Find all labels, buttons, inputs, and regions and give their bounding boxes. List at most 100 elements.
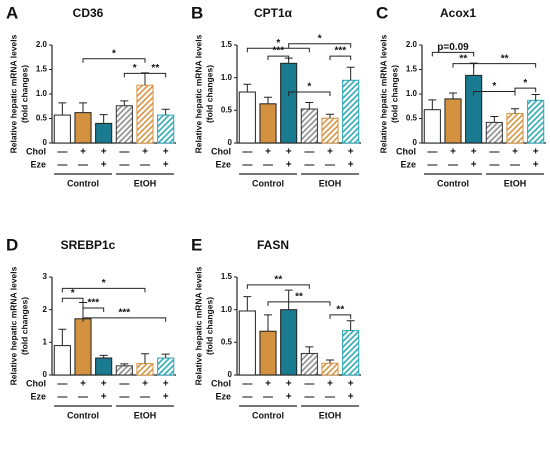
significance-label: * — [523, 78, 527, 89]
significance-bracket — [329, 55, 352, 61]
chol-sign: — — [427, 147, 437, 158]
chol-sign: + — [80, 147, 86, 158]
eze-sign: + — [163, 160, 169, 171]
chol-sign: — — [57, 379, 67, 390]
eze-sign: — — [304, 392, 314, 403]
error-bar — [428, 99, 437, 110]
eze-sign: + — [101, 160, 107, 171]
bar — [280, 309, 298, 376]
y-axis-label: (fold changes) — [19, 297, 29, 355]
panel-title: Acox1 — [440, 6, 476, 20]
eze-sign: — — [304, 160, 314, 171]
y-axis-label: (fold changes) — [204, 65, 214, 123]
error-bar — [99, 354, 108, 359]
significance-bracket — [267, 301, 331, 306]
chol-sign: + — [163, 379, 169, 390]
y-tick-label: 1.5 — [406, 65, 418, 74]
error-bar — [449, 92, 457, 99]
y-tick-label: 0.5 — [221, 337, 233, 346]
y-axis-label: Relative hepatic mRNA levels — [193, 34, 203, 153]
eze-sign: + — [163, 392, 169, 403]
y-tick-label: 1.5 — [36, 65, 48, 74]
eze-sign: + — [348, 160, 354, 171]
row-label: Eze — [400, 159, 416, 169]
eze-sign: + — [286, 160, 292, 171]
panel-title: CPT1α — [254, 6, 293, 20]
error-bar — [58, 102, 67, 116]
y-tick-label: 1.5 — [221, 40, 233, 49]
group-label: Control — [252, 178, 284, 188]
chol-sign: — — [242, 379, 252, 390]
eze-sign: — — [140, 160, 150, 171]
chol-sign: + — [471, 147, 477, 158]
bar — [95, 122, 113, 144]
y-tick-label: 0.5 — [221, 105, 233, 114]
y-axis-label: (fold changes) — [19, 65, 29, 123]
row-label: Eze — [30, 159, 46, 169]
eze-sign: — — [263, 160, 273, 171]
group-label: EtOH — [504, 178, 527, 188]
panel-title: FASN — [257, 238, 289, 252]
significance-bracket — [431, 51, 475, 57]
bar — [115, 105, 133, 144]
y-tick-label: 0 — [228, 138, 233, 147]
y-axis-label: (fold changes) — [389, 65, 399, 123]
panel-letter: E — [191, 235, 202, 254]
y-tick-label: 0 — [43, 138, 48, 147]
significance-bracket — [82, 307, 105, 313]
panel-title: CD36 — [73, 6, 104, 20]
eze-sign: — — [78, 160, 88, 171]
significance-bracket — [288, 43, 352, 48]
group-label: EtOH — [134, 178, 157, 188]
bar — [506, 113, 524, 144]
significance-bracket — [61, 287, 146, 293]
error-bar — [346, 66, 355, 81]
bar — [74, 112, 92, 144]
error-bar — [120, 363, 129, 366]
significance-label: * — [112, 48, 116, 59]
panel-title: SREBP1c — [61, 238, 116, 252]
chol-sign: + — [348, 379, 354, 390]
bar — [321, 362, 339, 376]
group-label: EtOH — [319, 410, 342, 420]
y-tick-label: 2.0 — [406, 40, 418, 49]
eze-sign: + — [348, 392, 354, 403]
panel-letter: A — [6, 3, 18, 22]
significance-bracket — [246, 284, 310, 289]
bar — [136, 363, 154, 376]
y-axis-label: (fold changes) — [204, 297, 214, 355]
bar — [280, 62, 298, 144]
row-label: Chol — [211, 378, 231, 388]
significance-bracket — [267, 55, 290, 61]
significance-bracket — [82, 58, 146, 63]
chol-sign: — — [119, 379, 129, 390]
significance-label: ** — [274, 274, 282, 285]
significance-label: * — [133, 63, 137, 74]
y-tick-label: 0 — [413, 138, 418, 147]
bar — [444, 98, 462, 144]
group-label: EtOH — [319, 178, 342, 188]
y-axis-label: Relative hepatic mRNA levels — [8, 34, 18, 153]
row-label: Chol — [26, 146, 46, 156]
error-bar — [284, 289, 293, 310]
significance-label: * — [102, 278, 106, 289]
significance-label: *** — [272, 46, 284, 57]
chol-sign: + — [286, 379, 292, 390]
bar — [115, 365, 133, 376]
chol-sign: — — [57, 147, 67, 158]
chol-sign: + — [163, 147, 169, 158]
bar — [53, 114, 71, 144]
eze-sign: + — [471, 160, 477, 171]
eze-sign: + — [101, 392, 107, 403]
y-tick-label: 0 — [228, 370, 233, 379]
error-bar — [346, 320, 355, 331]
eze-sign: — — [510, 160, 520, 171]
y-tick-label: 1.0 — [36, 89, 48, 98]
significance-bracket — [473, 91, 516, 96]
error-bar — [79, 102, 87, 113]
chol-sign: + — [142, 147, 148, 158]
significance-bracket — [246, 47, 310, 53]
significance-label: p=0.09 — [437, 42, 469, 53]
group-label: Control — [437, 178, 469, 188]
